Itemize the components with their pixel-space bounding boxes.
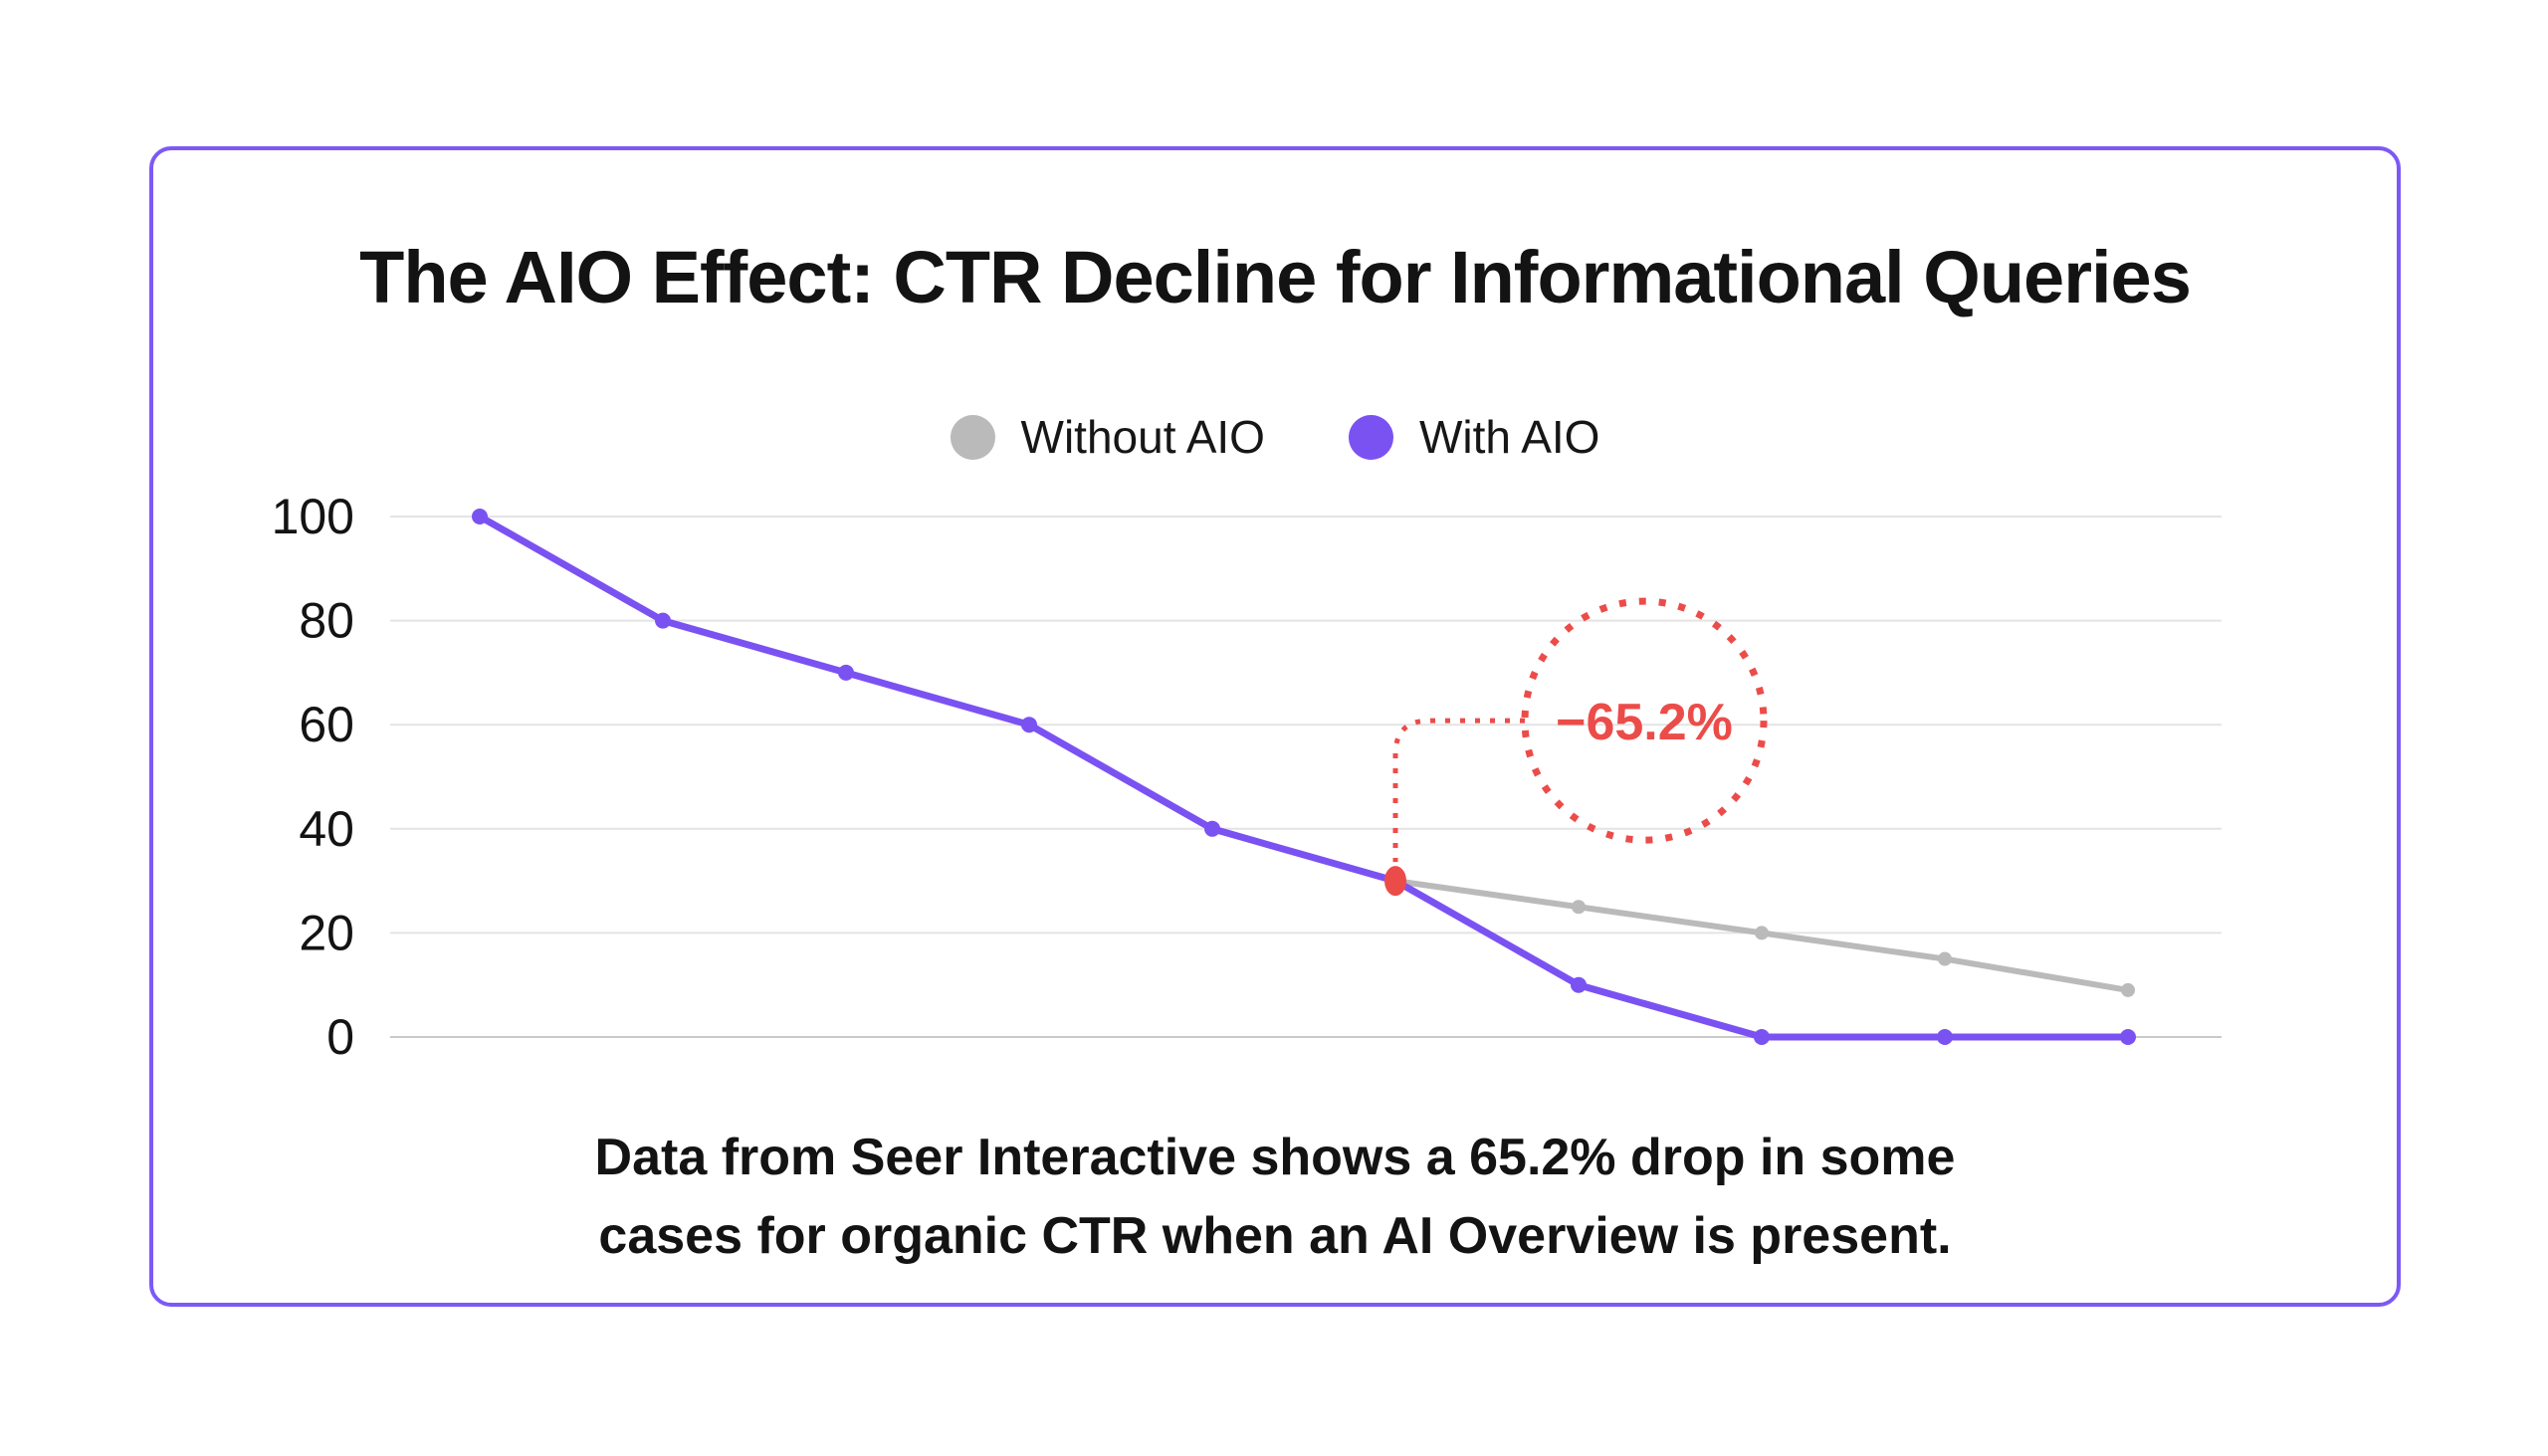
- caption: Data from Seer Interactive shows a 65.2%…: [149, 1119, 2401, 1276]
- legend: Without AIO With AIO: [149, 410, 2401, 464]
- legend-dot-gray-icon: [950, 414, 995, 460]
- caption-line-1: Data from Seer Interactive shows a 65.2%…: [594, 1129, 1956, 1186]
- legend-item-with-aio: With AIO: [1348, 410, 1600, 464]
- caption-line-2: cases for organic CTR when an AI Overvie…: [598, 1207, 1952, 1265]
- chart-title: The AIO Effect: CTR Decline for Informat…: [359, 236, 2192, 318]
- legend-item-without-aio: Without AIO: [950, 410, 1265, 464]
- legend-dot-purple-icon: [1348, 414, 1393, 460]
- legend-label-with-aio: With AIO: [1418, 411, 1600, 463]
- legend-label-without-aio: Without AIO: [1020, 411, 1265, 463]
